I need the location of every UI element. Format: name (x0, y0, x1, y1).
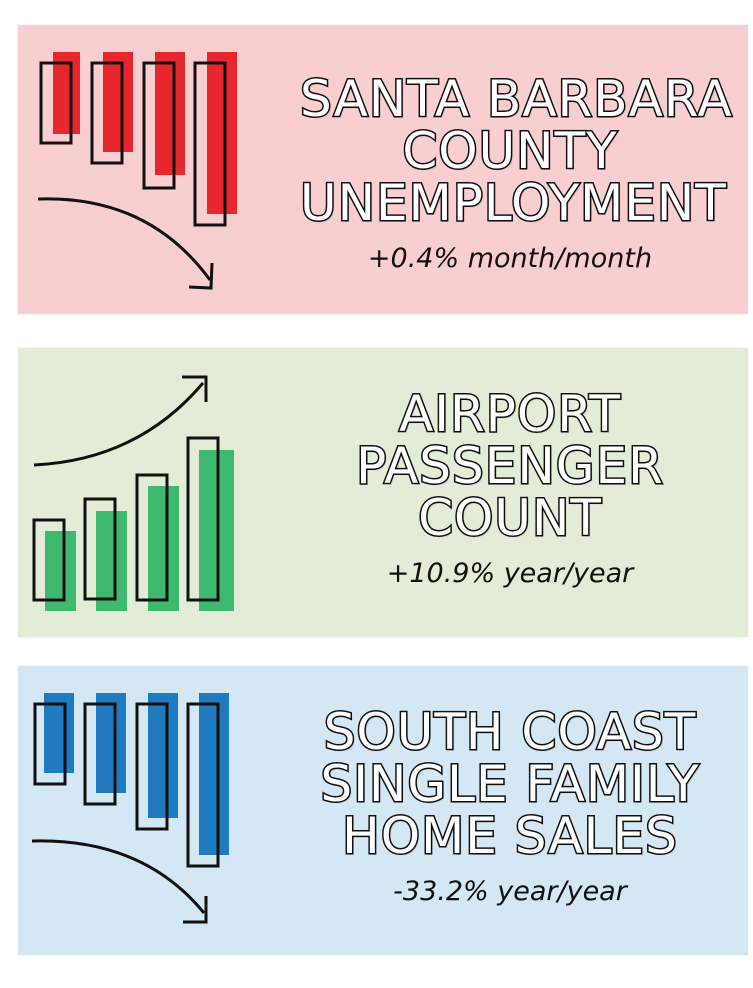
chart-bar-outline (83, 702, 117, 806)
title-line: COUNT (417, 489, 603, 547)
card-title: SANTA BARBARA COUNTY UNEMPLOYMENT (299, 70, 734, 232)
card-stat: +0.4% month/month (367, 243, 653, 274)
title-line: SINGLE FAMILY (319, 755, 700, 813)
title-line: HOME SALES (341, 807, 679, 865)
chart-bar-outline (83, 497, 117, 601)
bar-chart-trending-down-icon (37, 52, 237, 290)
chart-bar-outline (32, 518, 66, 602)
arrow-head (188, 262, 214, 290)
card-text: AIRPORT PASSENGER COUNT +10.9% year/year (300, 385, 720, 590)
chart-bar-fill (148, 486, 179, 611)
chart-bar-fill (45, 531, 76, 611)
card-stat: +10.9% year/year (386, 558, 634, 589)
title-line: UNEMPLOYMENT (299, 174, 728, 232)
card-text: SANTA BARBARA COUNTY UNEMPLOYMENT +0.4% … (299, 70, 734, 275)
chart-bar-fill (148, 693, 178, 818)
chart-bar-fill (53, 52, 80, 134)
arrow-head (182, 375, 208, 402)
chart-bar-outline (142, 61, 176, 190)
chart-bar-outline (33, 702, 67, 786)
chart-bar-fill (44, 693, 74, 773)
title-line: SANTA BARBARA (299, 70, 734, 128)
title-line: COUNTY (401, 122, 618, 180)
chart-bar-outline (135, 702, 169, 831)
title-line: SOUTH COAST (322, 703, 697, 761)
chart-bar-outline (193, 61, 227, 227)
chart-bar-outline (39, 61, 73, 145)
card-title: AIRPORT PASSENGER COUNT (300, 385, 720, 547)
chart-bar-outline (186, 436, 220, 602)
unemployment-card: SANTA BARBARA COUNTY UNEMPLOYMENT +0.4% … (18, 25, 748, 314)
title-line: AIRPORT (398, 385, 622, 443)
chart-bar-outline (186, 702, 220, 868)
chart-bar-fill (96, 511, 127, 611)
trend-arrow (31, 839, 206, 914)
chart-bar-fill (155, 52, 185, 175)
chart-bar-outline (135, 473, 169, 602)
card-stat: -33.2% year/year (393, 876, 627, 907)
chart-bar-fill (207, 52, 237, 214)
card-title: SOUTH COAST SINGLE FAMILY HOME SALES (300, 703, 720, 865)
home-sales-card: SOUTH COAST SINGLE FAMILY HOME SALES -33… (18, 666, 748, 955)
title-line: PASSENGER (355, 437, 665, 495)
chart-bar-fill (103, 52, 133, 152)
arrow-head (183, 896, 208, 924)
airport-card: AIRPORT PASSENGER COUNT +10.9% year/year (18, 348, 748, 637)
chart-bar-fill (96, 693, 126, 793)
card-text: SOUTH COAST SINGLE FAMILY HOME SALES -33… (300, 703, 720, 908)
bar-chart-trending-up-icon (32, 375, 234, 611)
trend-arrow (37, 197, 212, 281)
trend-arrow (33, 382, 205, 467)
chart-bar-fill (199, 693, 229, 855)
chart-bar-outline (90, 61, 124, 165)
bar-chart-trending-down-icon (31, 693, 229, 924)
